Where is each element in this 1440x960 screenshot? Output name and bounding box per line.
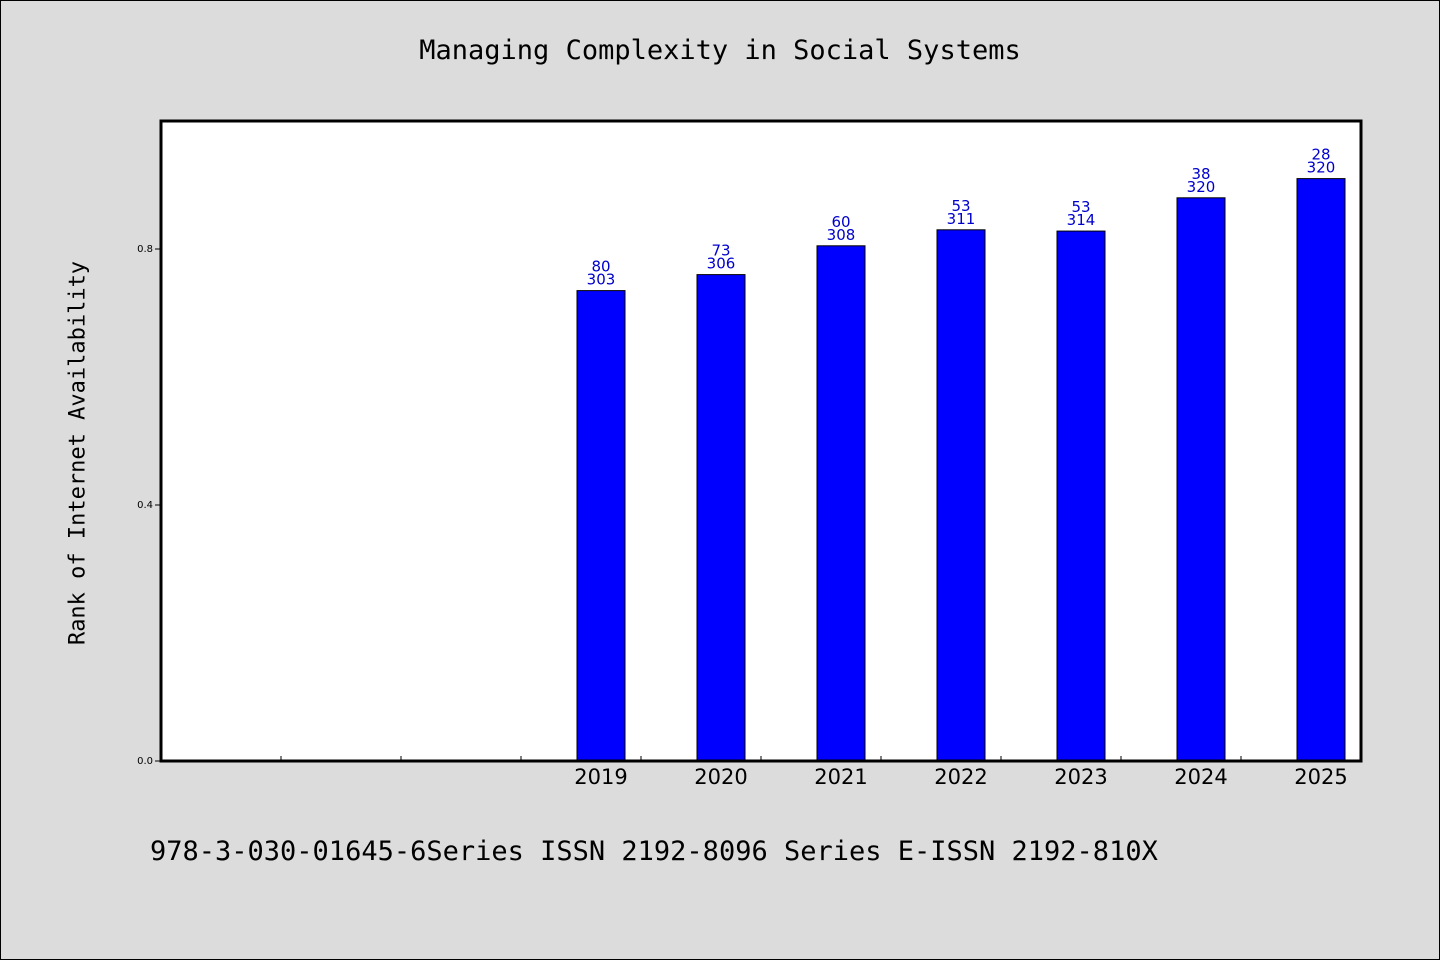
bar-label-bottom: 311 — [947, 210, 976, 228]
bar-label-bottom: 308 — [827, 226, 856, 244]
bar-label-top: 28 — [1311, 146, 1330, 164]
x-tick-label: 2020 — [694, 765, 747, 789]
bar — [936, 229, 986, 762]
y-tick-label: 0.0 — [137, 756, 153, 767]
bar-label-top: 53 — [951, 197, 970, 215]
footer-text: 978-3-030-01645-6Series ISSN 2192-8096 S… — [150, 836, 1158, 867]
bar — [696, 274, 746, 762]
y-tick-label: 0.4 — [137, 500, 153, 511]
bar — [816, 245, 866, 762]
x-tick-label: 2025 — [1294, 765, 1347, 789]
bar-label-bottom: 303 — [587, 271, 616, 289]
plot-border — [159, 119, 1363, 763]
bar-label-top: 38 — [1191, 165, 1210, 183]
bar — [576, 290, 626, 762]
bar — [1056, 230, 1106, 762]
bar — [1176, 197, 1226, 762]
bar-label-bottom: 320 — [1187, 178, 1216, 196]
bar — [1296, 178, 1346, 762]
chart-title: Managing Complexity in Social Systems — [419, 35, 1021, 66]
y-tick-label: 0.8 — [137, 244, 153, 255]
x-tick-label: 2023 — [1054, 765, 1107, 789]
x-tick-label: 2021 — [814, 765, 867, 789]
x-tick-label: 2022 — [934, 765, 987, 789]
bar-label-top: 73 — [711, 242, 730, 260]
bar-label-bottom: 306 — [707, 255, 736, 273]
x-tick-label: 2019 — [574, 765, 627, 789]
plot-area — [161, 121, 1361, 761]
bar-label-top: 80 — [591, 258, 610, 276]
x-tick-label: 2024 — [1174, 765, 1227, 789]
bar-label-top: 53 — [1071, 198, 1090, 216]
bar-label-bottom: 314 — [1067, 211, 1096, 229]
bar-label-bottom: 320 — [1307, 159, 1336, 177]
bar-label-top: 60 — [831, 213, 850, 231]
